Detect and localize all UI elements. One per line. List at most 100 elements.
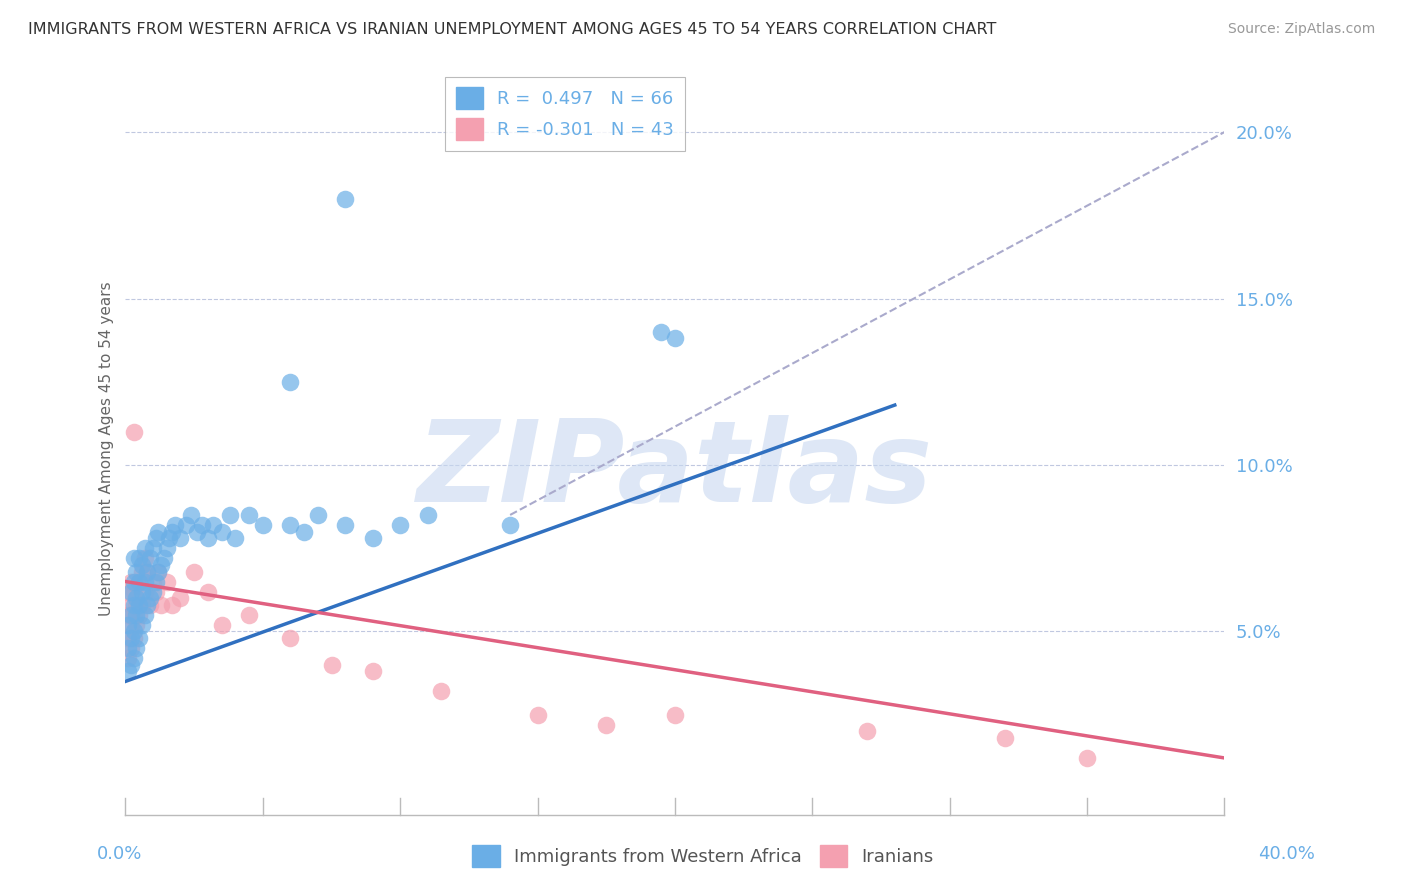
Point xyxy=(145,574,167,589)
Point xyxy=(361,665,384,679)
Point xyxy=(278,375,301,389)
Point xyxy=(117,584,139,599)
Point xyxy=(224,531,246,545)
Point xyxy=(134,607,156,622)
Point xyxy=(120,641,142,656)
Point xyxy=(139,591,162,606)
Point xyxy=(122,624,145,639)
Point xyxy=(202,517,225,532)
Point xyxy=(211,524,233,539)
Point xyxy=(142,574,165,589)
Point xyxy=(145,531,167,545)
Point xyxy=(125,617,148,632)
Point xyxy=(664,707,686,722)
Point xyxy=(122,607,145,622)
Point xyxy=(122,425,145,439)
Point xyxy=(120,574,142,589)
Point xyxy=(148,565,170,579)
Point xyxy=(125,591,148,606)
Point xyxy=(499,517,522,532)
Point xyxy=(150,558,173,572)
Point xyxy=(526,707,548,722)
Point xyxy=(134,584,156,599)
Point xyxy=(122,584,145,599)
Point xyxy=(139,551,162,566)
Point xyxy=(128,574,150,589)
Text: ZIPatlas: ZIPatlas xyxy=(418,415,934,525)
Point xyxy=(856,724,879,739)
Point xyxy=(131,584,153,599)
Point xyxy=(120,584,142,599)
Point xyxy=(361,531,384,545)
Point xyxy=(128,574,150,589)
Point xyxy=(134,551,156,566)
Point xyxy=(120,598,142,612)
Text: IMMIGRANTS FROM WESTERN AFRICA VS IRANIAN UNEMPLOYMENT AMONG AGES 45 TO 54 YEARS: IMMIGRANTS FROM WESTERN AFRICA VS IRANIA… xyxy=(28,22,997,37)
Point xyxy=(120,607,142,622)
Point xyxy=(148,524,170,539)
Point xyxy=(191,517,214,532)
Point xyxy=(136,565,159,579)
Point xyxy=(335,517,357,532)
Point xyxy=(197,531,219,545)
Point xyxy=(252,517,274,532)
Point xyxy=(416,508,439,522)
Point xyxy=(117,651,139,665)
Point xyxy=(156,541,179,556)
Point xyxy=(1076,751,1098,765)
Point xyxy=(389,517,412,532)
Point xyxy=(131,558,153,572)
Point xyxy=(117,665,139,679)
Point xyxy=(131,617,153,632)
Point xyxy=(122,598,145,612)
Point xyxy=(238,508,260,522)
Point xyxy=(430,684,453,698)
Point xyxy=(117,607,139,622)
Point xyxy=(131,565,153,579)
Point xyxy=(335,192,357,206)
Point xyxy=(128,607,150,622)
Point xyxy=(278,517,301,532)
Point xyxy=(139,598,162,612)
Point xyxy=(142,584,165,599)
Point xyxy=(122,631,145,645)
Point xyxy=(160,598,183,612)
Point xyxy=(664,331,686,345)
Point xyxy=(156,574,179,589)
Y-axis label: Unemployment Among Ages 45 to 54 years: Unemployment Among Ages 45 to 54 years xyxy=(100,281,114,615)
Point xyxy=(134,574,156,589)
Point xyxy=(160,524,183,539)
Point xyxy=(117,631,139,645)
Text: 0.0%: 0.0% xyxy=(97,845,142,863)
Point xyxy=(150,598,173,612)
Point xyxy=(120,631,142,645)
Point xyxy=(142,541,165,556)
Point xyxy=(134,541,156,556)
Point xyxy=(117,641,139,656)
Point xyxy=(122,651,145,665)
Point xyxy=(186,524,208,539)
Point xyxy=(169,531,191,545)
Point xyxy=(292,524,315,539)
Point xyxy=(136,598,159,612)
Point xyxy=(122,574,145,589)
Point xyxy=(650,325,672,339)
Point xyxy=(125,641,148,656)
Point xyxy=(153,551,176,566)
Point xyxy=(148,565,170,579)
Point xyxy=(321,657,343,672)
Point xyxy=(125,607,148,622)
Point xyxy=(117,617,139,632)
Text: 40.0%: 40.0% xyxy=(1258,845,1315,863)
Legend: R =  0.497   N = 66, R = -0.301   N = 43: R = 0.497 N = 66, R = -0.301 N = 43 xyxy=(446,77,685,152)
Point xyxy=(180,508,202,522)
Text: Source: ZipAtlas.com: Source: ZipAtlas.com xyxy=(1227,22,1375,37)
Point xyxy=(238,607,260,622)
Point xyxy=(163,517,186,532)
Point xyxy=(122,551,145,566)
Point xyxy=(128,631,150,645)
Point xyxy=(211,617,233,632)
Point xyxy=(128,551,150,566)
Point xyxy=(197,584,219,599)
Point xyxy=(994,731,1017,745)
